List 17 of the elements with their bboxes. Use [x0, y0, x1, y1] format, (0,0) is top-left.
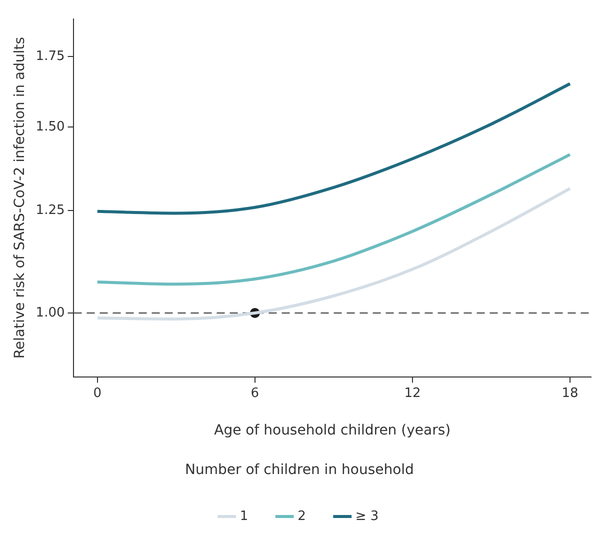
y-axis-title: Relative risk of SARS-CoV-2 infection in adults	[12, 36, 28, 359]
y-tick-label: 1.00	[36, 305, 65, 320]
x-axis-title: Age of household children (years)	[214, 422, 451, 438]
y-tick-label: 1.75	[36, 48, 65, 64]
y-tick-label: 1.50	[36, 120, 65, 135]
line-series	[96, 82, 572, 215]
x-tick-label: 0	[93, 386, 102, 401]
y-tick-label: 1.25	[36, 203, 65, 218]
legend-title: Number of children in household	[185, 462, 414, 478]
x-tick-label: 18	[562, 386, 578, 401]
legend-label: 1	[240, 508, 248, 524]
x-tick-label: 12	[404, 386, 421, 401]
x-tick-label: 6	[250, 386, 260, 401]
legend-label: ≥ 3	[355, 508, 379, 524]
line-series	[96, 153, 572, 286]
line-series	[96, 187, 572, 320]
legend-label: 2	[298, 508, 306, 524]
